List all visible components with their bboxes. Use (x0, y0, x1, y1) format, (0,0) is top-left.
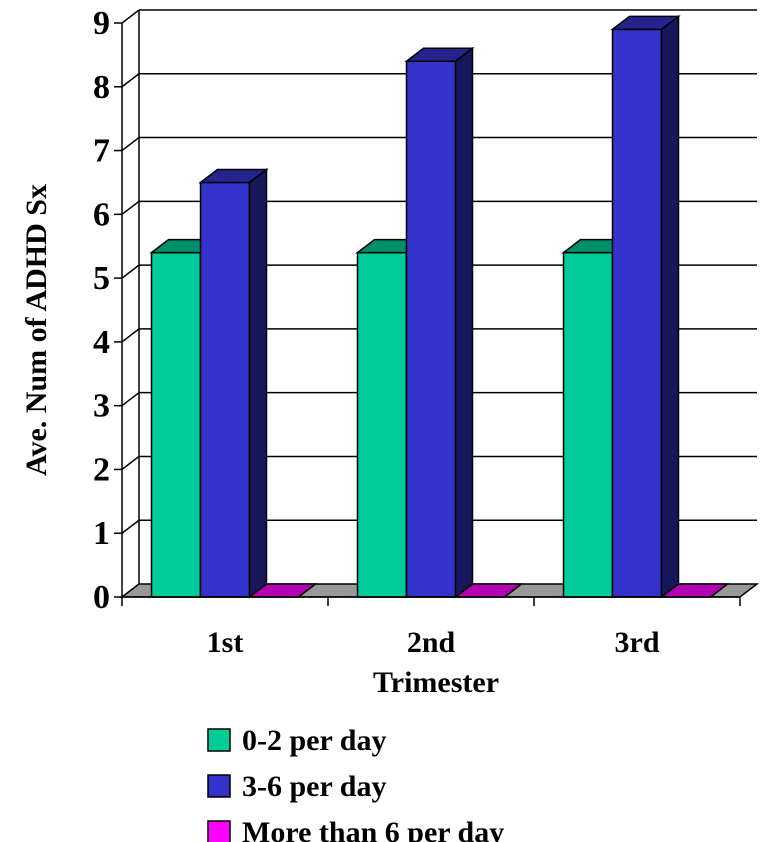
bar-front-face (356, 251, 408, 598)
y-axis-title: Ave. Num of ADHD Sx (20, 184, 53, 476)
x-tick-labels: 1st 2nd 3rd (207, 626, 660, 659)
y-tick-label: 4 (93, 324, 110, 361)
gridline-depth (121, 9, 140, 24)
legend-swatch (207, 728, 231, 752)
bar-top-face (198, 168, 269, 184)
x-tick-label: 3rd (615, 626, 660, 659)
bar-front-face (150, 251, 202, 598)
y-tick-label: 5 (93, 260, 110, 297)
y-tick-label: 7 (93, 133, 110, 170)
x-tick-label: 1st (207, 626, 244, 659)
gridline-depth (121, 200, 140, 215)
bars (149, 14, 730, 599)
gridline-depth (121, 136, 140, 152)
gridline-depth (121, 392, 140, 407)
y-tick-label: 0 (93, 579, 110, 616)
bar-front-face (405, 60, 457, 598)
bar-top-face (610, 15, 681, 31)
x-tick-label: 2nd (407, 626, 456, 659)
bar-top-face (404, 47, 475, 63)
bar (610, 14, 681, 599)
bar-front-face (199, 181, 251, 598)
gridline-depth (121, 73, 140, 88)
gridline-depth (121, 455, 140, 471)
bar (404, 46, 475, 599)
gridline-depth (121, 264, 140, 279)
axes (114, 22, 741, 606)
y-tick-label: 9 (93, 5, 110, 42)
legend-label: 0-2 per day (242, 724, 386, 757)
y-tick-label: 6 (93, 196, 110, 233)
y-tick-label: 1 (93, 515, 110, 552)
gridline-depth (121, 328, 140, 343)
bar-front-face (611, 28, 663, 598)
x-axis-title: Trimester (373, 666, 499, 699)
y-tick-label: 3 (93, 388, 110, 425)
gridline-depth (121, 519, 140, 534)
legend-swatch (207, 774, 231, 798)
y-tick-labels: 0 1 2 3 4 5 6 7 8 9 (93, 5, 110, 616)
legend-label: 3-6 per day (242, 770, 386, 803)
bar-side-face (454, 46, 474, 599)
bar-side-face (248, 167, 268, 599)
legend-swatch (207, 820, 231, 842)
y-tick-label: 8 (93, 69, 110, 106)
legend-label: More than 6 per day (242, 816, 504, 842)
legend: 0-2 per day 3-6 per day More than 6 per da… (207, 724, 504, 842)
bar-front-face (562, 251, 614, 598)
bar-side-face (660, 14, 680, 599)
bar (198, 167, 269, 599)
y-tick-label: 2 (93, 451, 110, 488)
